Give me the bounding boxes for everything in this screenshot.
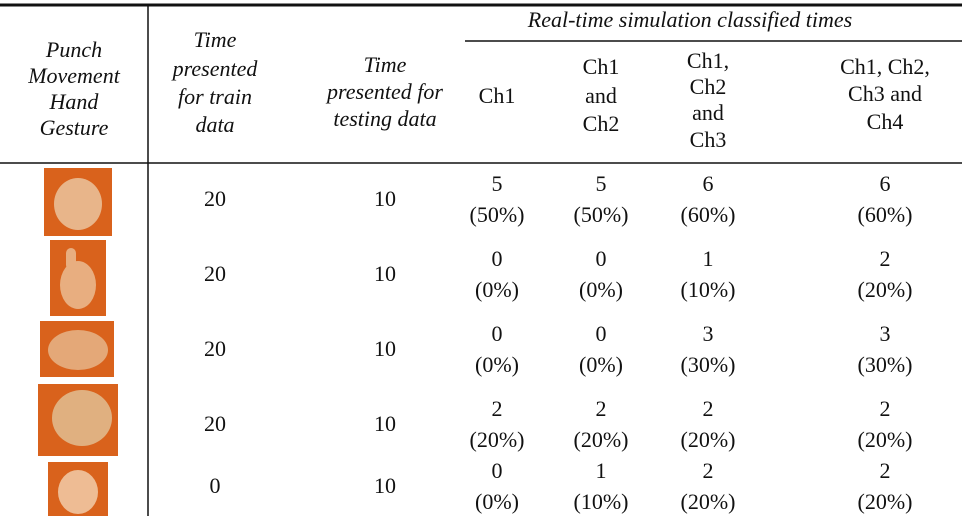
classified-count: 0 — [492, 246, 503, 271]
column-header: for train — [178, 84, 252, 109]
classified-count: 2 — [703, 396, 714, 421]
column-header: and — [692, 100, 724, 125]
classified-count: 3 — [703, 321, 714, 346]
classified-percent: (0%) — [475, 277, 519, 302]
column-header: Gesture — [40, 115, 109, 140]
column-header: presented for — [325, 79, 443, 104]
classified-count: 0 — [596, 321, 607, 346]
classified-count: 6 — [703, 171, 714, 196]
hand-shape — [58, 470, 98, 514]
classified-count: 2 — [880, 396, 891, 421]
gesture-images — [38, 168, 118, 516]
hand-shape — [60, 261, 96, 309]
column-header: Time — [364, 52, 407, 77]
classified-percent: (0%) — [579, 277, 623, 302]
train-count: 20 — [204, 261, 226, 286]
test-count: 10 — [374, 411, 396, 436]
classified-count: 1 — [703, 246, 714, 271]
classified-count: 6 — [880, 171, 891, 196]
classified-percent: (0%) — [475, 489, 519, 514]
column-header: data — [195, 112, 234, 137]
column-header: Ch1 — [583, 54, 620, 79]
column-header: Punch — [45, 37, 102, 62]
column-header: testing data — [333, 106, 436, 131]
column-header: Ch2 — [690, 74, 727, 99]
classified-count: 2 — [492, 396, 503, 421]
classified-percent: (20%) — [574, 427, 629, 452]
hand-shape — [52, 390, 112, 446]
classified-count: 0 — [492, 458, 503, 483]
classified-count: 3 — [880, 321, 891, 346]
classified-count: 0 — [492, 321, 503, 346]
classified-percent: (20%) — [470, 427, 525, 452]
column-header: Ch4 — [867, 109, 904, 134]
column-header: Ch1 — [479, 83, 516, 108]
classified-count: 2 — [880, 458, 891, 483]
classified-percent: (20%) — [681, 489, 736, 514]
column-header: Hand — [49, 89, 100, 114]
test-count: 10 — [374, 261, 396, 286]
test-count: 10 — [374, 186, 396, 211]
classified-percent: (0%) — [579, 352, 623, 377]
hand-shape — [54, 178, 102, 230]
train-count: 20 — [204, 186, 226, 211]
classified-count: 2 — [880, 246, 891, 271]
column-header: Ch3 — [690, 127, 727, 152]
classified-percent: (30%) — [681, 352, 736, 377]
train-count: 0 — [210, 473, 221, 498]
classified-percent: (50%) — [574, 202, 629, 227]
classified-percent: (0%) — [475, 352, 519, 377]
test-count: 10 — [374, 336, 396, 361]
classified-count: 1 — [596, 458, 607, 483]
column-header: presented — [171, 56, 259, 81]
classified-percent: (20%) — [858, 427, 913, 452]
classified-percent: (20%) — [681, 427, 736, 452]
classified-percent: (10%) — [681, 277, 736, 302]
classified-percent: (20%) — [858, 277, 913, 302]
column-header: Ch1, — [687, 48, 729, 73]
classified-count: 2 — [596, 396, 607, 421]
classified-count: 5 — [596, 171, 607, 196]
classified-count: 0 — [596, 246, 607, 271]
column-header: Time — [194, 27, 237, 52]
hand-shape — [48, 330, 108, 370]
classified-percent: (30%) — [858, 352, 913, 377]
table: Real-time simulation classified times Pu… — [0, 0, 962, 516]
classified-count: 5 — [492, 171, 503, 196]
column-header: and — [585, 83, 617, 108]
column-header: Ch3 and — [848, 81, 922, 106]
classified-percent: (60%) — [681, 202, 736, 227]
test-count: 10 — [374, 473, 396, 498]
group-header: Real-time simulation classified times — [527, 7, 852, 32]
hand-shape — [66, 248, 76, 270]
column-header: Ch1, Ch2, — [840, 54, 930, 79]
column-header: Movement — [27, 63, 121, 88]
classified-percent: (50%) — [470, 202, 525, 227]
classified-count: 2 — [703, 458, 714, 483]
column-header: Ch2 — [583, 111, 620, 136]
classified-percent: (10%) — [574, 489, 629, 514]
classified-percent: (60%) — [858, 202, 913, 227]
classified-percent: (20%) — [858, 489, 913, 514]
train-count: 20 — [204, 411, 226, 436]
train-count: 20 — [204, 336, 226, 361]
